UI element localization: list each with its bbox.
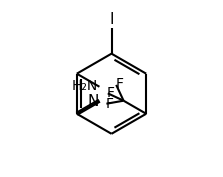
Text: F: F — [116, 77, 124, 91]
Text: I: I — [109, 12, 114, 27]
Text: N: N — [87, 93, 99, 109]
Text: F: F — [105, 97, 114, 111]
Text: F: F — [107, 86, 115, 100]
Text: H₂N: H₂N — [71, 79, 98, 93]
